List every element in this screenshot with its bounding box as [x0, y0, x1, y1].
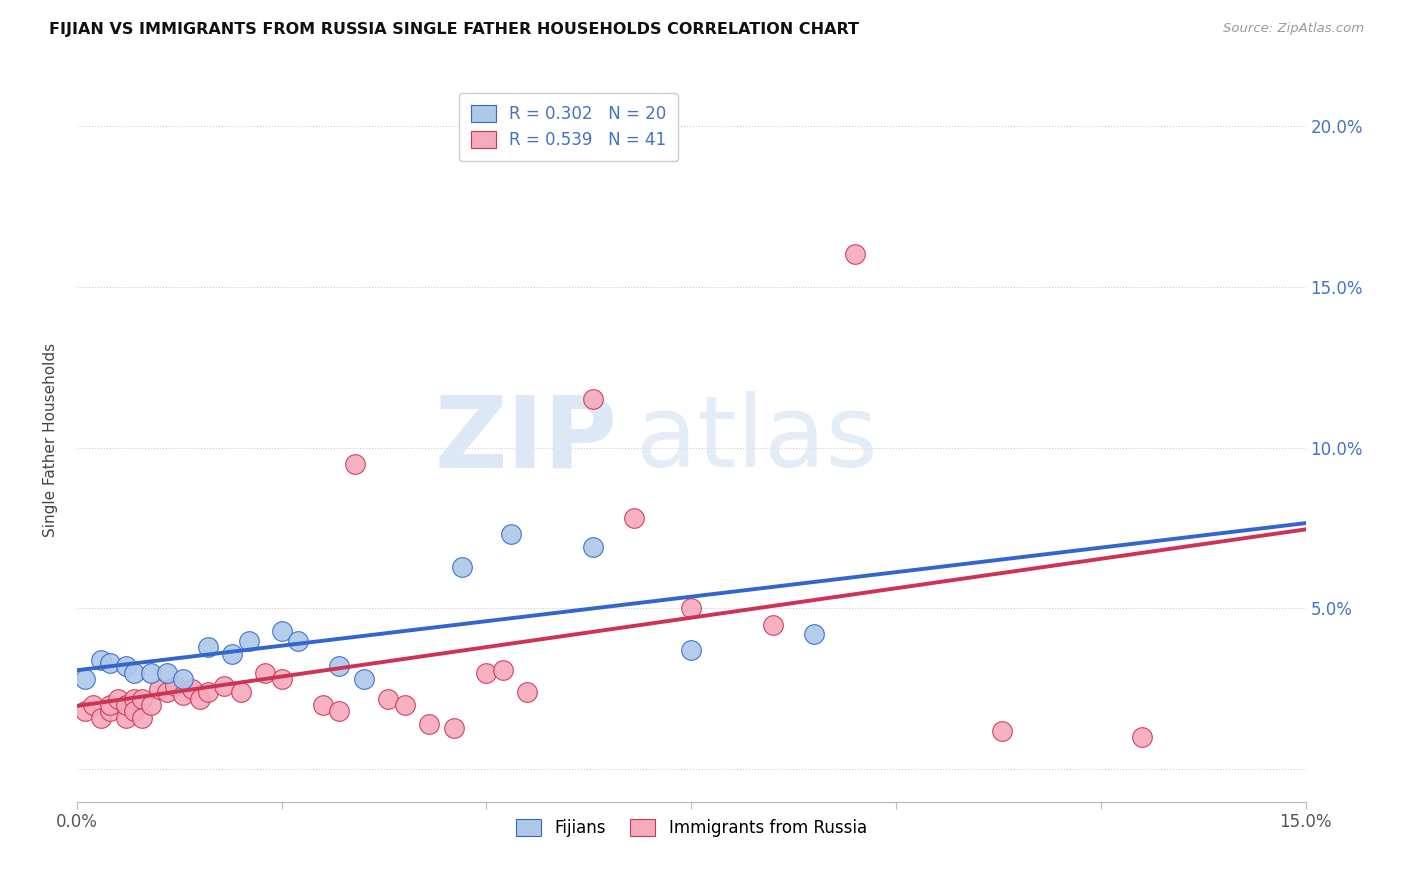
Point	[443, 721, 465, 735]
Text: FIJIAN VS IMMIGRANTS FROM RUSSIA SINGLE FATHER HOUSEHOLDS CORRELATION CHART: FIJIAN VS IMMIGRANTS FROM RUSSIA SINGLE …	[49, 22, 859, 37]
Point	[681, 601, 703, 615]
Point	[623, 511, 645, 525]
Point	[311, 698, 333, 712]
Text: Source: ZipAtlas.com: Source: ZipAtlas.com	[1223, 22, 1364, 36]
Point	[73, 705, 96, 719]
Point	[165, 679, 187, 693]
Point	[90, 653, 112, 667]
Point	[582, 541, 605, 555]
Point	[418, 717, 440, 731]
Point	[492, 663, 515, 677]
Point	[197, 685, 219, 699]
Point	[98, 656, 121, 670]
Legend: Fijians, Immigrants from Russia: Fijians, Immigrants from Russia	[509, 813, 873, 844]
Point	[82, 698, 104, 712]
Point	[328, 705, 350, 719]
Point	[270, 673, 292, 687]
Point	[98, 698, 121, 712]
Point	[353, 673, 375, 687]
Point	[475, 665, 498, 680]
Point	[139, 698, 162, 712]
Text: atlas: atlas	[636, 391, 877, 488]
Point	[107, 691, 129, 706]
Point	[180, 681, 202, 696]
Point	[991, 723, 1014, 738]
Point	[803, 627, 825, 641]
Point	[131, 691, 153, 706]
Point	[238, 633, 260, 648]
Point	[214, 679, 236, 693]
Point	[377, 691, 399, 706]
Point	[844, 247, 866, 261]
Point	[156, 665, 179, 680]
Point	[188, 691, 211, 706]
Point	[115, 711, 138, 725]
Point	[229, 685, 252, 699]
Point	[762, 617, 785, 632]
Point	[344, 457, 367, 471]
Text: ZIP: ZIP	[434, 391, 617, 488]
Point	[516, 685, 538, 699]
Point	[73, 673, 96, 687]
Point	[582, 392, 605, 407]
Point	[172, 689, 194, 703]
Point	[115, 698, 138, 712]
Y-axis label: Single Father Households: Single Father Households	[44, 343, 58, 537]
Point	[172, 673, 194, 687]
Point	[499, 527, 522, 541]
Point	[270, 624, 292, 638]
Point	[254, 665, 277, 680]
Point	[328, 659, 350, 673]
Point	[221, 647, 243, 661]
Point	[115, 659, 138, 673]
Point	[122, 691, 145, 706]
Point	[148, 681, 170, 696]
Point	[1130, 730, 1153, 744]
Point	[131, 711, 153, 725]
Point	[450, 559, 472, 574]
Point	[287, 633, 309, 648]
Point	[197, 640, 219, 654]
Point	[98, 705, 121, 719]
Point	[156, 685, 179, 699]
Point	[681, 643, 703, 657]
Point	[122, 705, 145, 719]
Point	[90, 711, 112, 725]
Point	[122, 665, 145, 680]
Point	[394, 698, 416, 712]
Point	[139, 665, 162, 680]
